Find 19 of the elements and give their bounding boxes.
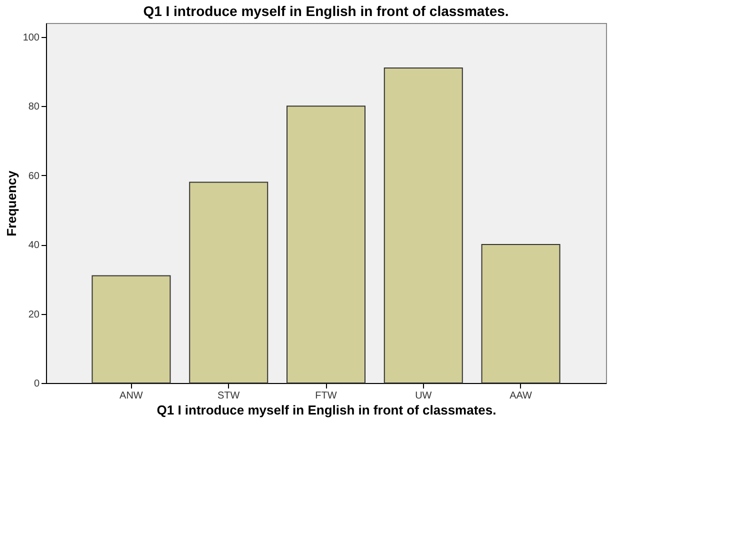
chart-title: Q1 I introduce myself in English in front of classmates.: [143, 3, 509, 19]
x-tick-label: STW: [218, 390, 240, 402]
x-tick-label: FTW: [315, 390, 338, 402]
x-axis-title: Q1 I introduce myself in English in front of classmates.: [156, 402, 496, 418]
y-tick-label: 100: [22, 32, 40, 44]
y-tick-label: 0: [34, 378, 40, 390]
x-tick-label: AAW: [510, 390, 533, 402]
bar: [286, 106, 366, 384]
bar: [92, 275, 171, 384]
bar: [384, 68, 463, 384]
y-tick-label: 80: [28, 102, 40, 113]
y-tick-label: 20: [28, 309, 40, 320]
bar: [481, 244, 560, 384]
y-tick-label: 40: [28, 240, 40, 252]
y-tick-label: 60: [28, 170, 40, 182]
bar: [189, 182, 268, 384]
y-axis-title: Frequency: [4, 170, 19, 236]
x-tick-label: UW: [415, 390, 432, 402]
x-tick-label: ANW: [120, 390, 144, 402]
